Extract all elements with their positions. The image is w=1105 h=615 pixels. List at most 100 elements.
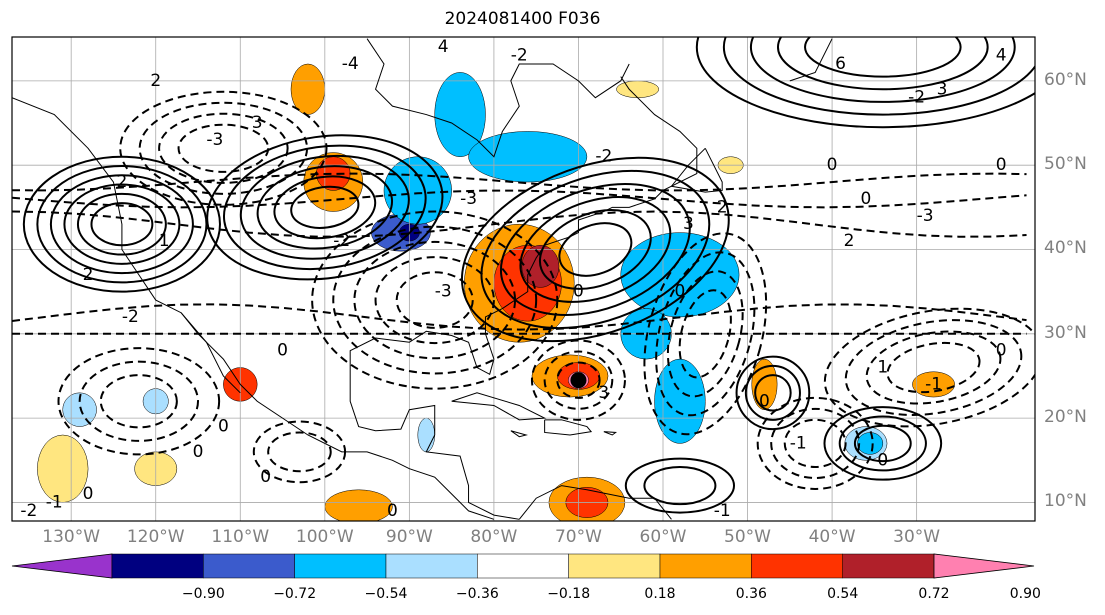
positive-contour: [63, 183, 181, 265]
contour-label: -3: [460, 189, 477, 209]
latitude-label: 40°N: [1044, 238, 1087, 259]
negative-contour: [158, 112, 289, 184]
positive-contour: [804, 37, 962, 78]
negative-contour: [267, 431, 332, 473]
coastline: [180, 312, 241, 394]
latitude-label: 60°N: [1044, 69, 1087, 90]
map-frame: [11, 36, 1036, 522]
colorbar-segment: [477, 553, 569, 579]
contour-label: 2: [844, 231, 855, 251]
positive-contour: [239, 154, 410, 260]
colorbar-tick-label: 0.54: [827, 586, 859, 602]
contour-label: 0: [193, 442, 204, 462]
coastline: [670, 147, 723, 193]
negative-contour: [770, 407, 861, 479]
contour-label: 0: [218, 417, 229, 437]
contour-label: -2: [20, 501, 37, 521]
negative-contour: [332, 225, 538, 375]
longitude-label: 70°W: [554, 527, 602, 547]
positive-contour: [624, 457, 736, 514]
contour-label: -4: [342, 54, 359, 74]
contour-label: 0: [996, 155, 1007, 175]
colorbar-tick-label: 0.90: [1009, 586, 1041, 602]
contour-label: 0: [860, 189, 871, 209]
negative-contour: [57, 347, 221, 456]
negative-contour: [756, 396, 874, 490]
shaded-area: [468, 131, 588, 183]
contour-label: 1: [877, 358, 888, 378]
negative-contour: [886, 341, 981, 394]
contour-label: -1: [925, 374, 942, 394]
contour-label: 2: [150, 71, 161, 91]
positive-contour: [754, 374, 792, 412]
contour-label: 4: [996, 46, 1007, 66]
latitude-label: 10°N: [1044, 491, 1087, 512]
coastline: [544, 419, 593, 436]
positive-contour: [722, 37, 1035, 116]
positive-contour: [256, 165, 394, 250]
negative-contour: [374, 256, 495, 345]
contour-label: 0: [996, 341, 1007, 361]
contour-label: -2: [511, 46, 528, 66]
longitude-label: 100°W: [295, 527, 354, 547]
negative-contour: [643, 232, 768, 436]
shaded-area: [316, 156, 351, 191]
colorbar-segment: [842, 553, 935, 579]
contour-label: 3: [252, 113, 263, 133]
negative-contour: [138, 101, 309, 195]
colorbar-tick-label: 0.18: [644, 586, 676, 602]
shaded-area: [290, 63, 326, 115]
contour-label: 0: [877, 450, 888, 470]
colorbar-tick-label: 0.36: [735, 586, 767, 602]
shaded-area: [620, 232, 740, 318]
latitude-label: 50°N: [1044, 154, 1087, 175]
negative-contour: [99, 374, 178, 429]
contour-label: -2: [595, 147, 612, 167]
longitude-label: 80°W: [470, 527, 518, 547]
positive-contour: [735, 355, 811, 431]
contour-label: 0: [759, 391, 770, 411]
colorbar-segment: [111, 553, 204, 579]
contour-lines: [12, 37, 1035, 514]
positive-contour: [749, 37, 1016, 103]
colorbar-tick-label: −0.18: [547, 586, 591, 602]
colorbar: [11, 553, 1035, 579]
negative-contour: [530, 339, 626, 421]
negative-contour: [353, 240, 517, 360]
positive-contour: [777, 37, 989, 91]
positive-contour: [290, 185, 360, 229]
shaded-area: [417, 417, 435, 453]
coastline: [789, 38, 833, 82]
colorbar-tick-label: −0.36: [455, 586, 499, 602]
contour-label: -2: [908, 88, 925, 108]
contour-label: -2: [333, 231, 350, 251]
colorbar-segment: [659, 553, 752, 579]
longitude-label: 110°W: [211, 527, 270, 547]
contour-label: -1: [790, 433, 807, 453]
negative-contour: [12, 210, 1027, 238]
map-title: 2024081400 F036: [444, 9, 601, 29]
colorbar-segment: [751, 553, 843, 579]
positive-contour: [519, 196, 672, 303]
negative-contour: [311, 210, 559, 390]
contour-label: 3: [937, 79, 948, 99]
colorbar-tick-label: 0.72: [918, 586, 950, 602]
negative-contour: [177, 123, 270, 173]
shaded-area: [434, 72, 486, 157]
latitude-label: 30°N: [1044, 322, 1087, 343]
longitude-label: 90°W: [385, 527, 433, 547]
longitude-label: 30°W: [893, 527, 941, 547]
contour-label: 0: [83, 484, 94, 504]
positive-contour: [823, 406, 943, 481]
negative-contour: [395, 271, 474, 329]
contour-label: 0: [260, 467, 271, 487]
positive-contour: [695, 37, 1035, 129]
coastline: [451, 392, 547, 421]
longitude-label: 40°W: [808, 527, 856, 547]
shaded-area: [324, 489, 393, 521]
colorbar-segment: [203, 553, 295, 579]
contour-label: 4: [438, 37, 449, 57]
longitude-label: 120°W: [126, 527, 185, 547]
